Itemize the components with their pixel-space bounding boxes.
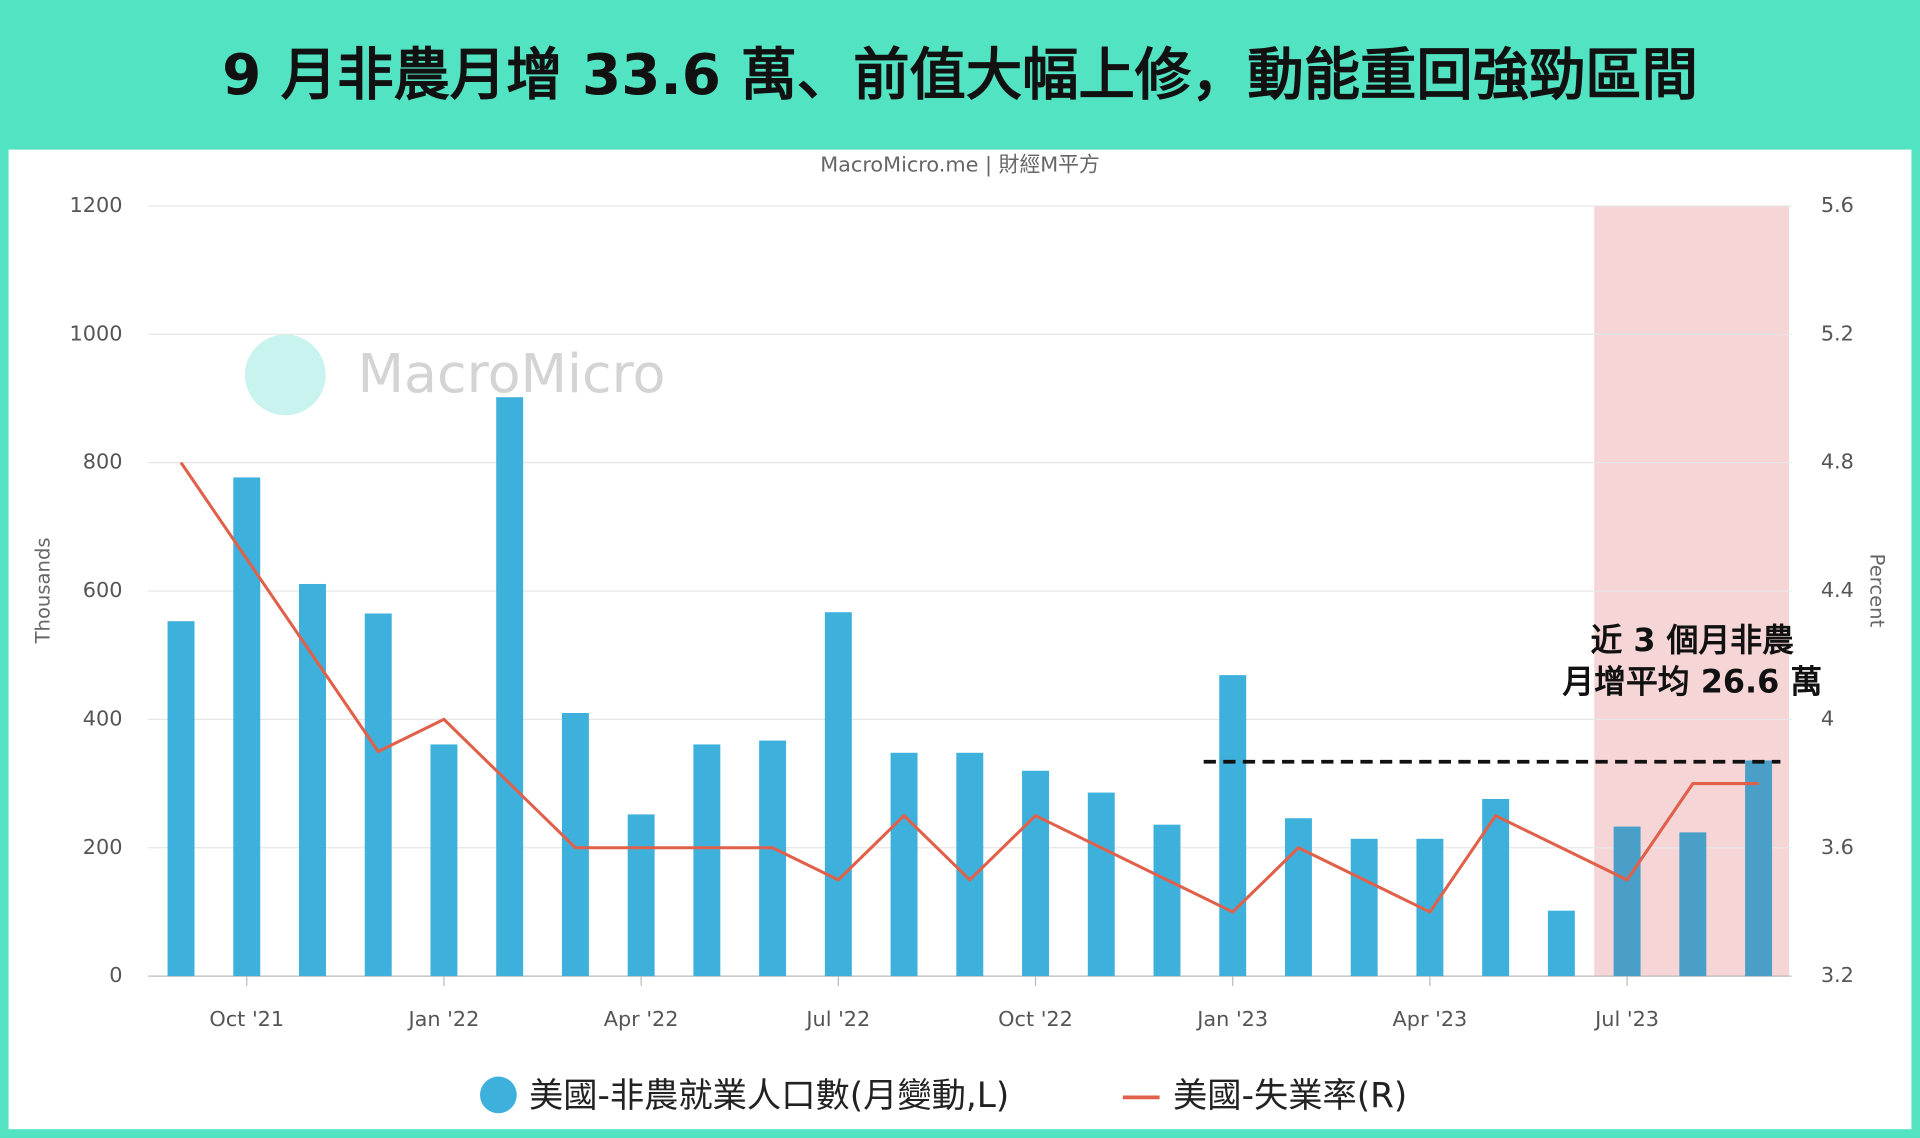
y-tick-label: 800: [83, 450, 123, 474]
bar: [299, 583, 326, 977]
y2-tick-label: 3.2: [1821, 963, 1854, 987]
bar: [233, 477, 261, 977]
bar: [1350, 838, 1378, 977]
bar: [627, 814, 655, 977]
x-tick-label: Jul '22: [804, 1007, 870, 1031]
bar: [693, 744, 721, 977]
bar: [1219, 675, 1247, 977]
chart-title: 9 月非農月增 33.6 萬、前值大幅上修，動能重回強勁區間: [222, 43, 1698, 108]
legend-swatch: [480, 1076, 517, 1114]
x-tick-label: Apr '22: [604, 1007, 679, 1031]
y2-tick-label: 5.2: [1821, 321, 1854, 345]
y2-tick-label: 5.6: [1821, 193, 1854, 217]
bar: [167, 621, 195, 977]
bar: [561, 712, 589, 977]
bar: [1745, 760, 1773, 977]
source: MacroMicro.me | 財經M平方: [820, 153, 1100, 178]
bar: [1482, 798, 1510, 977]
x-tick-label: Jul '23: [1593, 1007, 1659, 1031]
y2-tick-label: 4.8: [1821, 450, 1854, 474]
bar: [824, 612, 852, 977]
y-axis-title: Thousands: [32, 537, 55, 644]
bar: [364, 613, 392, 977]
y-tick-label: 0: [109, 963, 122, 987]
x-tick-label: Oct '22: [998, 1007, 1073, 1031]
y-tick-label: 1000: [70, 321, 123, 345]
y2-axis-title: Percent: [1865, 554, 1888, 628]
y-tick-label: 600: [83, 578, 123, 602]
y2-tick-label: 4.4: [1821, 578, 1854, 602]
bar: [1284, 818, 1312, 977]
legend-label: 美國-非農就業人口數(月變動,L): [529, 1076, 1009, 1116]
x-tick-label: Jan '23: [1195, 1007, 1268, 1031]
bar: [759, 740, 787, 977]
annotation: 近 3 個月非農: [1591, 621, 1795, 659]
x-tick-label: Apr '23: [1393, 1007, 1468, 1031]
bar: [1022, 770, 1049, 977]
annotation: 月增平均 26.6 萬: [1562, 662, 1822, 700]
bar: [1613, 826, 1641, 977]
y-tick-label: 200: [83, 835, 123, 859]
bar: [430, 744, 458, 977]
bar: [1547, 910, 1575, 977]
bar: [1679, 832, 1707, 977]
legend-label: 美國-失業率(R): [1173, 1076, 1407, 1116]
bar: [1087, 792, 1115, 977]
bar: [496, 397, 524, 977]
y-tick-label: 400: [83, 706, 123, 730]
x-tick-label: Jan '22: [407, 1007, 480, 1031]
y2-tick-label: 4: [1821, 706, 1834, 730]
watermark: MacroMicro: [358, 342, 666, 405]
bar: [890, 752, 918, 977]
watermark-logo: [244, 334, 326, 416]
bar: [1153, 824, 1181, 977]
y-tick-label: 1200: [70, 193, 123, 217]
line: [179, 461, 1759, 914]
bar: [956, 752, 984, 977]
y2-tick-label: 3.6: [1821, 835, 1854, 859]
x-tick-label: Oct '21: [209, 1007, 284, 1031]
